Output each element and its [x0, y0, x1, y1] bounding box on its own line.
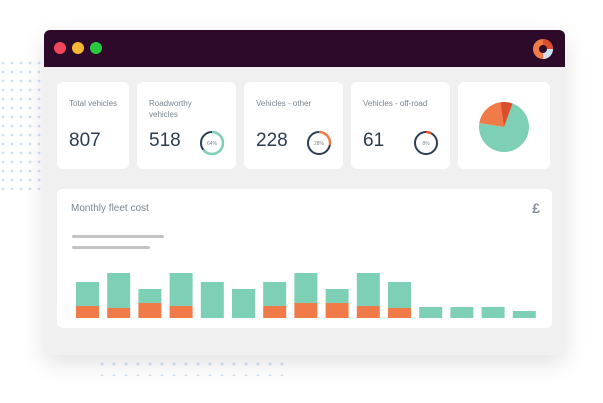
window-controls: [54, 39, 553, 59]
maximize-button[interactable]: [90, 42, 102, 54]
pie-slice: [479, 102, 504, 127]
bar-segment: [76, 282, 99, 306]
percent-ring: 28%: [306, 130, 332, 156]
bar-chart: [76, 273, 536, 318]
pie-card[interactable]: [458, 82, 550, 169]
bar-segment: [138, 303, 162, 318]
card-value: 228: [256, 130, 288, 151]
card-value: 61: [363, 130, 385, 151]
stat-card[interactable]: Vehicles - off-road 61 8%: [351, 82, 450, 169]
bar-segment: [263, 282, 287, 306]
bar-segment: [356, 306, 380, 318]
placeholder-line: [72, 246, 150, 249]
pie-slice: [479, 103, 529, 152]
ring-label: 8%: [422, 141, 430, 147]
bar-segment: [481, 307, 505, 318]
app-window: Total vehicles 807 Roadworthy vehicles 5…: [44, 30, 565, 355]
percent-ring: 8%: [413, 130, 439, 156]
card-title: Total vehicles: [69, 99, 118, 108]
bar-segment: [76, 306, 99, 318]
bar-segment: [388, 308, 411, 318]
bar-segment: [388, 282, 411, 308]
bar-segment: [450, 307, 474, 318]
stat-card[interactable]: Roadworthy vehicles 518 64%: [137, 82, 236, 169]
bar-segment: [325, 289, 349, 303]
stat-card[interactable]: Vehicles - other 228 28%: [244, 82, 343, 169]
pie-slice: [500, 102, 513, 127]
card-title: Vehicles - other: [256, 99, 312, 108]
placeholder-line: [72, 235, 164, 238]
card-title: Roadworthy vehicles: [149, 99, 192, 119]
bar-segment: [169, 273, 193, 306]
pie-chart: [479, 102, 529, 152]
percent-ring: 64%: [199, 130, 225, 156]
ring-arc: [413, 130, 439, 156]
bar-segment: [294, 273, 318, 303]
stat-card[interactable]: Total vehicles 807: [57, 82, 129, 169]
bar-segment: [169, 306, 193, 318]
ring-arc: [199, 130, 225, 156]
bar-segment: [512, 311, 536, 318]
ring-label: 28%: [314, 141, 325, 147]
bar-segment: [263, 306, 287, 318]
card-title: Vehicles - off-road: [363, 99, 428, 108]
chart-title: Monthly fleet cost: [71, 203, 149, 214]
dot-pattern: [0, 60, 42, 190]
bar-segment: [107, 273, 131, 308]
bar-segment: [325, 303, 349, 318]
bar-segment: [107, 308, 131, 318]
card-value: 518: [149, 130, 181, 151]
ring-arc: [306, 130, 332, 156]
currency-icon[interactable]: £: [532, 200, 540, 216]
bar-segment: [138, 289, 162, 303]
title-bar: [44, 30, 565, 67]
ring-label: 64%: [207, 141, 218, 147]
bar-segment: [419, 307, 443, 318]
bar-segment: [200, 282, 224, 318]
bar-segment: [356, 273, 380, 306]
bar-segment: [294, 303, 318, 318]
chart-card: Monthly fleet cost £: [57, 189, 552, 328]
minimize-button[interactable]: [72, 42, 84, 54]
close-button[interactable]: [54, 42, 66, 54]
bar-segment: [232, 289, 255, 318]
app-logo: [533, 39, 553, 59]
card-value: 807: [69, 130, 101, 151]
